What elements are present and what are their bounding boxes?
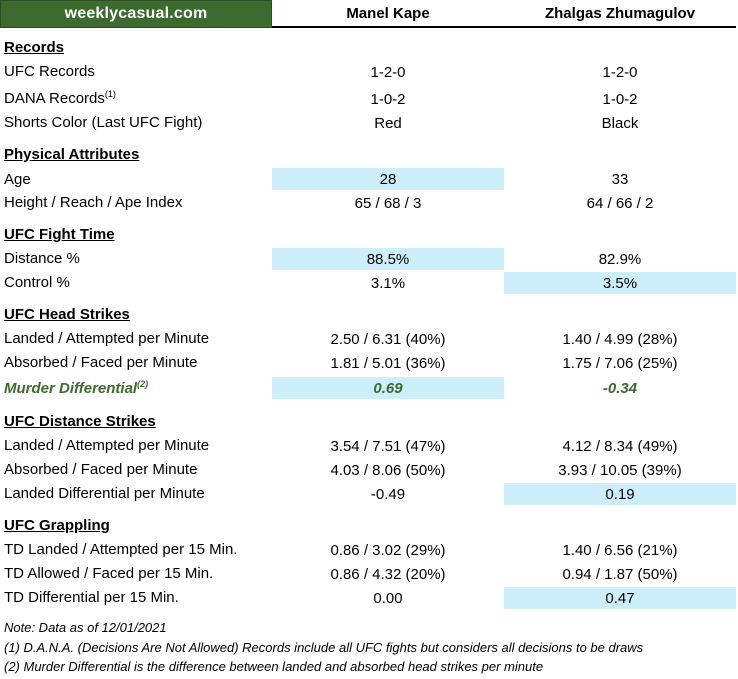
value-f2-head-absorbed: 1.75 / 7.06 (25%): [562, 354, 678, 372]
value-f2-murder-differential: -0.34: [602, 379, 638, 397]
value-f1-murder-differential: 0.69: [272, 377, 504, 399]
value-f1-ufc-records: 1-2-0: [370, 63, 406, 81]
value-f1-td-landed: 0.86 / 3.02 (29%): [330, 541, 446, 559]
value-f2-control-pct: 3.5%: [504, 272, 736, 294]
footnote-marker: (2): [137, 379, 149, 389]
value-f1-dist-diff: -0.49: [370, 485, 406, 503]
footnote-marker: (1): [104, 89, 116, 99]
row-label-td-diff: TD Differential per 15 Min.: [4, 589, 179, 606]
section-fight-time: UFC Fight Time: [4, 226, 115, 243]
value-f1-td-diff: 0.00: [373, 589, 403, 607]
fighter-2-name: Zhalgas Zhumagulov: [504, 0, 736, 28]
row-label-head-absorbed: Absorbed / Faced per Minute: [4, 354, 198, 371]
value-f1-dana-records: 1-0-2: [370, 90, 406, 108]
value-f2-head-landed: 1.40 / 4.99 (28%): [562, 330, 678, 348]
value-f1-head-landed: 2.50 / 6.31 (40%): [330, 330, 446, 348]
section-distance-strikes: UFC Distance Strikes: [4, 413, 156, 430]
value-f2-td-landed: 1.40 / 6.56 (21%): [562, 541, 678, 559]
row-label-dist-absorbed: Absorbed / Faced per Minute: [4, 461, 198, 478]
value-f2-dist-diff: 0.19: [504, 483, 736, 505]
row-label-distance-pct: Distance %: [4, 250, 80, 267]
row-label-dist-diff: Landed Differential per Minute: [4, 485, 205, 502]
fighter-1-name: Manel Kape: [272, 0, 504, 28]
row-label-td-landed: TD Landed / Attempted per 15 Min.: [4, 541, 238, 558]
value-f1-dist-landed: 3.54 / 7.51 (47%): [330, 437, 446, 455]
value-f2-dana-records: 1-0-2: [602, 90, 638, 108]
value-f1-height: 65 / 68 / 3: [354, 194, 422, 212]
section-grappling: UFC Grappling: [4, 517, 110, 534]
value-f1-td-allowed: 0.86 / 4.32 (20%): [330, 565, 446, 583]
value-f2-height: 64 / 66 / 2: [586, 194, 654, 212]
value-f2-td-diff: 0.47: [504, 587, 736, 609]
row-label-dist-landed: Landed / Attempted per Minute: [4, 437, 210, 454]
value-f2-age: 33: [611, 170, 629, 188]
section-records: Records: [4, 39, 65, 56]
value-f2-dist-landed: 4.12 / 8.34 (49%): [562, 437, 678, 455]
value-f2-ufc-records: 1-2-0: [602, 63, 638, 81]
value-f2-dist-absorbed: 3.93 / 10.05 (39%): [558, 461, 682, 479]
value-f2-shorts-color: Black: [601, 114, 639, 132]
row-label-control-pct: Control %: [4, 274, 70, 291]
value-f2-td-allowed: 0.94 / 1.87 (50%): [562, 565, 678, 583]
value-f1-distance-pct: 88.5%: [272, 248, 504, 270]
section-physical: Physical Attributes: [4, 146, 140, 163]
row-label-age: Age: [4, 171, 31, 188]
row-label-height: Height / Reach / Ape Index: [4, 194, 183, 211]
row-label-head-landed: Landed / Attempted per Minute: [4, 330, 210, 347]
row-label-shorts-color: Shorts Color (Last UFC Fight): [4, 114, 203, 131]
value-f1-shorts-color: Red: [374, 114, 402, 132]
note-data-date: Note: Data as of 12/01/2021: [4, 620, 167, 635]
value-f1-head-absorbed: 1.81 / 5.01 (36%): [330, 354, 446, 372]
row-label-dana-records: DANA Records(1): [4, 89, 116, 107]
row-label-td-allowed: TD Allowed / Faced per 15 Min.: [4, 565, 214, 582]
value-f2-distance-pct: 82.9%: [598, 250, 642, 268]
value-f1-control-pct: 3.1%: [370, 274, 406, 292]
value-f1-dist-absorbed: 4.03 / 8.06 (50%): [330, 461, 446, 479]
row-label-murder-differential: Murder Differential(2): [4, 379, 149, 397]
note-dana-definition: (1) D.A.N.A. (Decisions Are Not Allowed)…: [4, 640, 644, 655]
row-label-ufc-records: UFC Records: [4, 63, 95, 80]
note-murder-definition: (2) Murder Differential is the differenc…: [4, 659, 544, 674]
site-brand: weeklycasual.com: [0, 0, 272, 28]
value-f1-age: 28: [272, 168, 504, 190]
section-head-strikes: UFC Head Strikes: [4, 306, 130, 323]
